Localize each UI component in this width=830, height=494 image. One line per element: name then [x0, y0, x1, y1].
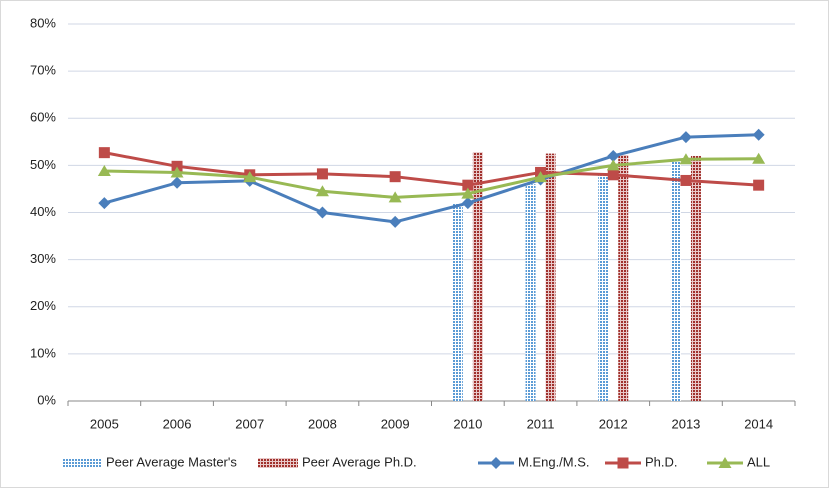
x-tick-label: 2014 [744, 416, 773, 431]
legend-marker [490, 457, 502, 469]
point [607, 169, 619, 181]
x-tick-label: 2012 [599, 416, 628, 431]
point [752, 128, 765, 141]
legend-marker [718, 457, 732, 468]
legend-marker [617, 457, 629, 469]
bar [690, 155, 701, 401]
bar [472, 152, 483, 401]
legend-swatch [258, 458, 298, 468]
legend-label: Peer Average Master's [106, 454, 237, 469]
legend-label: Peer Average Ph.D. [302, 454, 417, 469]
point [753, 179, 765, 191]
point [170, 166, 184, 178]
x-tick-label: 2011 [527, 416, 555, 431]
bar [545, 153, 556, 401]
point [389, 215, 402, 228]
point [679, 131, 692, 144]
point [171, 160, 183, 172]
point [461, 187, 475, 199]
legend-label: ALL [747, 454, 770, 469]
point [607, 149, 620, 162]
line [104, 151, 759, 187]
y-tick-label: 0% [37, 392, 56, 407]
point [388, 191, 402, 203]
point [389, 171, 401, 183]
point [98, 197, 111, 210]
bar [618, 155, 629, 401]
line [104, 157, 759, 199]
point [171, 176, 184, 189]
bar [598, 174, 609, 401]
x-tick-label: 2013 [671, 416, 700, 431]
point [316, 168, 328, 180]
point [315, 185, 329, 197]
y-tick-label: 20% [30, 298, 56, 313]
point [316, 206, 329, 219]
y-tick-label: 40% [30, 204, 56, 219]
bar [452, 203, 463, 401]
line [103, 133, 759, 224]
legend-swatch [62, 458, 102, 468]
x-tick-label: 2005 [90, 416, 119, 431]
legend-label: Ph.D. [645, 454, 678, 469]
y-tick-label: 60% [30, 110, 56, 125]
y-tick-label: 30% [30, 251, 56, 266]
bar [525, 184, 536, 401]
point [462, 179, 474, 191]
point [680, 174, 692, 186]
y-tick-label: 50% [30, 157, 56, 172]
x-tick-label: 2010 [453, 416, 482, 431]
y-tick-label: 70% [30, 63, 56, 78]
x-tick-label: 2008 [308, 416, 337, 431]
point [679, 153, 693, 165]
point [606, 159, 620, 171]
y-tick-label: 80% [30, 15, 56, 30]
point [752, 152, 766, 164]
bar [670, 160, 681, 401]
point [534, 171, 548, 183]
point [97, 165, 111, 177]
x-tick-label: 2006 [163, 416, 192, 431]
point [243, 171, 257, 183]
y-tick-label: 10% [30, 345, 56, 360]
x-tick-label: 2009 [381, 416, 410, 431]
legend-label: M.Eng./M.S. [518, 454, 590, 469]
x-tick-label: 2007 [235, 416, 264, 431]
point [461, 197, 474, 210]
point [98, 147, 110, 159]
